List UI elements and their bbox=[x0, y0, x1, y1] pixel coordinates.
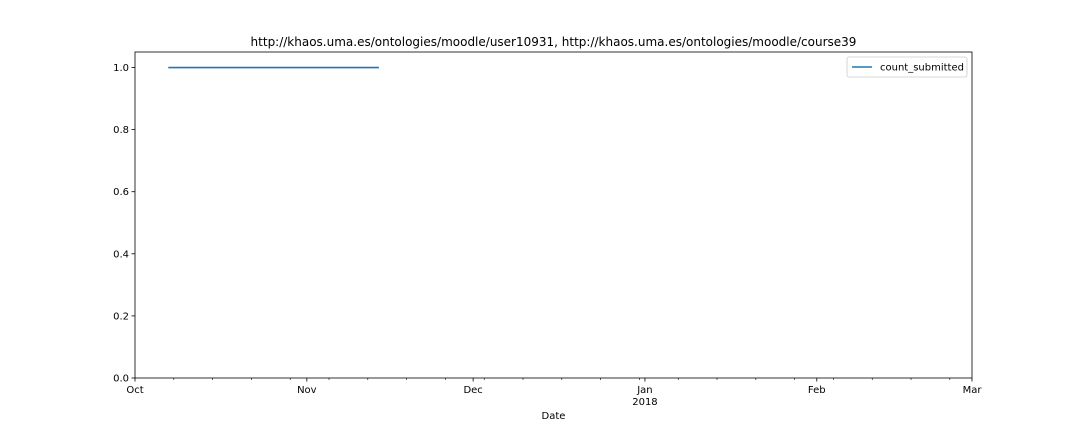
y-tick-label: 0.8 bbox=[113, 125, 129, 136]
legend-label: count_submitted bbox=[880, 63, 964, 74]
x-tick-label: Oct bbox=[126, 385, 143, 396]
chart-title: http://khaos.uma.es/ontologies/moodle/us… bbox=[251, 35, 857, 49]
axes-frame bbox=[134, 51, 973, 379]
y-tick-label: 0.0 bbox=[113, 374, 129, 385]
y-tick-label: 0.6 bbox=[113, 187, 129, 198]
x-tick-sublabel: 2018 bbox=[632, 397, 657, 408]
y-tick-label: 0.4 bbox=[113, 249, 129, 260]
legend-box bbox=[846, 56, 968, 78]
x-tick-label: Mar bbox=[963, 385, 983, 396]
x-tick-label: Nov bbox=[297, 385, 317, 396]
x-tick-label: Dec bbox=[463, 385, 482, 396]
legend: count_submitted bbox=[846, 56, 968, 78]
x-tick-label: Feb bbox=[808, 385, 826, 396]
x-axis-label: Date bbox=[542, 411, 566, 422]
y-tick-label: 1.0 bbox=[113, 63, 129, 74]
y-tick-label: 0.2 bbox=[113, 311, 129, 322]
x-tick-label: Jan bbox=[636, 385, 652, 396]
